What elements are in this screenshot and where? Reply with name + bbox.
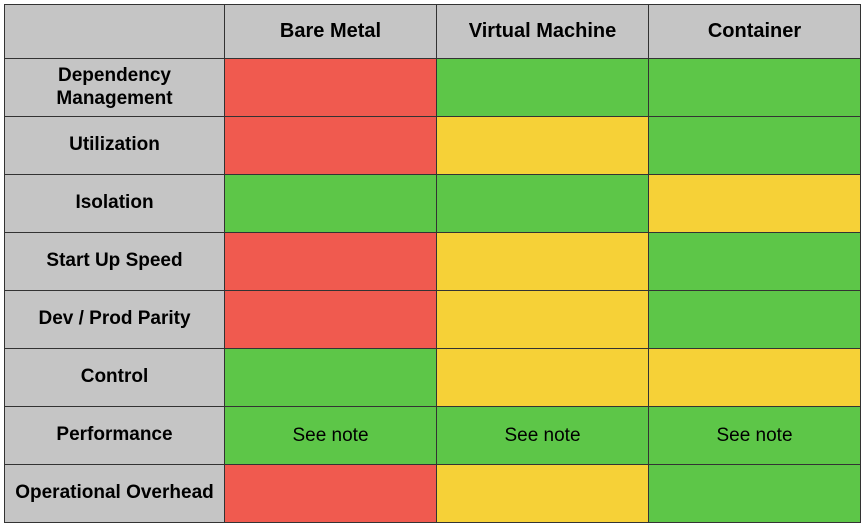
- cell: [649, 233, 861, 291]
- table-row: Start Up Speed: [5, 233, 861, 291]
- row-label-utilization: Utilization: [5, 117, 225, 175]
- cell: [649, 175, 861, 233]
- row-label-isolation: Isolation: [5, 175, 225, 233]
- cell: [225, 291, 437, 349]
- table-row: Dependency Management: [5, 59, 861, 117]
- cell: [437, 349, 649, 407]
- table-row: Operational Overhead: [5, 465, 861, 523]
- row-label-operational-overhead: Operational Overhead: [5, 465, 225, 523]
- header-container: Container: [649, 5, 861, 59]
- table-row: Performance See note See note See note: [5, 407, 861, 465]
- cell: [649, 59, 861, 117]
- header-bare-metal: Bare Metal: [225, 5, 437, 59]
- row-label-dependency-management: Dependency Management: [5, 59, 225, 117]
- table-row: Dev / Prod Parity: [5, 291, 861, 349]
- cell: [649, 117, 861, 175]
- cell: [649, 465, 861, 523]
- cell: [225, 233, 437, 291]
- cell: [225, 59, 437, 117]
- cell: See note: [225, 407, 437, 465]
- row-label-start-up-speed: Start Up Speed: [5, 233, 225, 291]
- cell: [225, 117, 437, 175]
- cell: See note: [437, 407, 649, 465]
- cell: [437, 59, 649, 117]
- table-row: Isolation: [5, 175, 861, 233]
- header-virtual-machine: Virtual Machine: [437, 5, 649, 59]
- cell: [225, 349, 437, 407]
- cell: [437, 175, 649, 233]
- table-row: Utilization: [5, 117, 861, 175]
- cell: [437, 233, 649, 291]
- header-row: Bare Metal Virtual Machine Container: [5, 5, 861, 59]
- cell: [437, 291, 649, 349]
- cell: See note: [649, 407, 861, 465]
- cell: [437, 465, 649, 523]
- table-row: Control: [5, 349, 861, 407]
- cell: [225, 465, 437, 523]
- cell: [649, 291, 861, 349]
- cell: [437, 117, 649, 175]
- cell: [649, 349, 861, 407]
- comparison-table: Bare Metal Virtual Machine Container Dep…: [4, 4, 861, 523]
- cell: [225, 175, 437, 233]
- row-label-dev-prod-parity: Dev / Prod Parity: [5, 291, 225, 349]
- row-label-control: Control: [5, 349, 225, 407]
- row-label-performance: Performance: [5, 407, 225, 465]
- header-corner: [5, 5, 225, 59]
